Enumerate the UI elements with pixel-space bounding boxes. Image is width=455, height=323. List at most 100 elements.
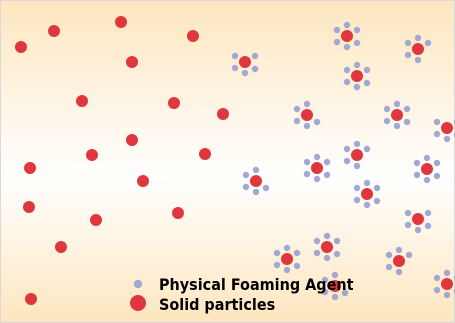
foaming-agent-molecule (424, 222, 432, 230)
foaming-agent-molecule (303, 170, 311, 178)
foaming-agent-molecule (423, 176, 431, 184)
foaming-agent-molecule (395, 246, 403, 254)
solid-particle (76, 95, 88, 107)
coated-particle-cluster (413, 154, 441, 184)
solid-particle (351, 149, 363, 161)
solid-particle (250, 175, 262, 187)
foaming-agent-molecule (241, 69, 249, 77)
solid-particle (137, 175, 149, 187)
foaming-agent-molecule (433, 159, 441, 167)
foaming-agent-molecule (293, 249, 301, 257)
foaming-agent-molecule (353, 140, 361, 148)
solid-particle (55, 241, 67, 253)
foaming-agent-molecule (383, 105, 391, 113)
foaming-agent-molecule (262, 184, 270, 192)
foaming-agent-molecule (404, 209, 412, 217)
foaming-agent-molecule (333, 250, 341, 258)
coated-particle-cluster (333, 21, 361, 51)
legend: Physical Foaming Agent Solid particles (130, 275, 354, 314)
coated-particle-cluster (273, 244, 301, 274)
foaming-agent-molecule (433, 130, 441, 138)
foaming-agent-molecule (423, 154, 431, 162)
foaming-agent-molecule (293, 105, 301, 113)
foaming-agent-molecule (443, 291, 451, 299)
solid-particle (441, 278, 453, 290)
foaming-agent-molecule (303, 122, 311, 130)
foaming-agent-molecule (242, 171, 250, 179)
foaming-agent-molecule (283, 244, 291, 252)
foaming-agent-molecule (321, 276, 329, 284)
foaming-agent-molecule (363, 179, 371, 187)
solid-particle (199, 148, 211, 160)
foaming-agent-molecule (251, 52, 259, 60)
foaming-agent-molecule (363, 66, 371, 74)
foaming-agent-molecule (353, 26, 361, 34)
foaming-agent-molecule (323, 254, 331, 262)
foaming-agent-molecule (343, 21, 351, 29)
foaming-agent-molecule (343, 66, 351, 74)
foaming-agent-molecule (413, 159, 421, 167)
coated-particle-cluster (404, 209, 432, 234)
coated-particle-cluster (242, 166, 270, 196)
foaming-agent-molecule (393, 122, 401, 130)
coated-particle-cluster (385, 246, 413, 276)
solid-particle (86, 149, 98, 161)
coated-particle-cluster (404, 34, 432, 64)
foaming-agent-molecule (333, 237, 341, 245)
solid-particle (412, 43, 424, 55)
foaming-agent-molecule (331, 293, 339, 301)
solid-particle (321, 241, 333, 253)
foaming-agent-molecule (433, 286, 441, 294)
coated-particle-cluster (383, 100, 411, 130)
foaming-agent-molecule (403, 105, 411, 113)
foaming-agent-molecule (433, 172, 441, 180)
foaming-agent-molecule (252, 166, 260, 174)
particle-layer (15, 16, 455, 305)
foaming-agent-molecule (283, 266, 291, 274)
foaming-agent-molecule (343, 43, 351, 51)
foaming-agent-molecule (443, 135, 451, 143)
foaming-agent-molecule (293, 262, 301, 270)
foaming-agent-molecule (231, 52, 239, 60)
solid-particle (351, 70, 363, 82)
foaming-agent-molecule (403, 118, 411, 126)
foaming-agent-molecule (424, 209, 432, 217)
coated-particle-cluster (321, 271, 349, 301)
solid-particle (281, 253, 293, 265)
foaming-agent-molecule (313, 153, 321, 161)
foaming-agent-molecule (383, 117, 391, 125)
foaming-agent-molecule (363, 79, 371, 87)
foaming-agent-molecule (433, 274, 441, 282)
legend-solid-particle-label: Solid particles (159, 295, 275, 314)
solid-particle (412, 213, 424, 225)
solid-particle (329, 280, 341, 292)
foaming-agent-molecule (333, 26, 341, 34)
foaming-agent-molecule (443, 269, 451, 277)
foaming-agent-molecule (404, 39, 412, 47)
solid-particle (24, 162, 36, 174)
foaming-agent-molecule (404, 51, 412, 59)
coated-particle-cluster (433, 118, 455, 143)
foaming-agent-molecule (343, 157, 351, 165)
foaming-agent-molecule (343, 145, 351, 153)
coated-particle-cluster (353, 179, 381, 209)
solid-particle (301, 109, 313, 121)
solid-particle (15, 41, 27, 53)
foaming-agent-molecule (373, 197, 381, 205)
solid-particle (90, 214, 102, 226)
legend-foaming-agent-label: Physical Foaming Agent (159, 275, 354, 294)
solid-particle (48, 25, 60, 37)
foaming-agent-molecule (414, 226, 422, 234)
foaming-agent-molecule (242, 183, 250, 191)
solid-particle (421, 163, 433, 175)
solid-particle (168, 97, 180, 109)
foaming-agent-molecule (231, 64, 239, 72)
foaming-agent-molecule (413, 171, 421, 179)
solid-particle (172, 207, 184, 219)
solid-particle (126, 134, 138, 146)
foaming-agent-molecule (414, 34, 422, 42)
legend-solid-particle-swatch (130, 295, 146, 311)
foaming-agent-molecule (353, 162, 361, 170)
foaming-agent-molecule (333, 38, 341, 46)
